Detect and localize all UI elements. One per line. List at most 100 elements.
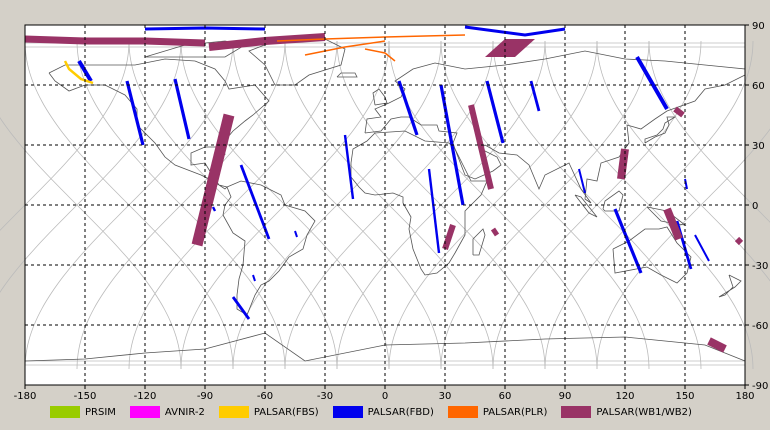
coastline: [336, 72, 358, 78]
swath: [635, 56, 669, 110]
swath: [464, 25, 566, 37]
legend-swatch: [332, 406, 363, 418]
y-tick-label: 0: [752, 201, 758, 212]
orbit-track: [596, 128, 770, 370]
legend-label: PALSAR(WB1/WB2): [596, 406, 692, 418]
swath: [191, 113, 235, 247]
swath: [707, 337, 727, 353]
swath: [397, 80, 419, 136]
coastline: [718, 274, 742, 298]
legend-item: PALSAR(FBS): [218, 406, 319, 418]
swath: [578, 168, 586, 194]
orbit-track: [284, 40, 494, 370]
latitude-tick-labels: 90 60 30 0 -30 -60 -90: [745, 21, 768, 392]
legend-swatch: [561, 406, 592, 418]
swath: [734, 236, 744, 246]
x-tick-label: -180: [14, 391, 37, 400]
swath: [485, 80, 505, 144]
x-tick-label: -120: [134, 391, 157, 400]
orbit-track: [128, 40, 338, 370]
lat-lon-grid: [25, 25, 745, 385]
x-tick-label: -30: [317, 391, 333, 400]
swath: [427, 168, 441, 254]
legend-swatch: [50, 406, 80, 418]
legend-item: PALSAR(FBD): [332, 406, 434, 418]
swath: [364, 48, 396, 62]
swath: [231, 296, 251, 320]
swath: [24, 35, 206, 47]
y-tick-label: -90: [752, 381, 768, 392]
coastline: [350, 130, 488, 276]
swath: [675, 220, 693, 270]
swath: [694, 234, 710, 262]
coastline: [48, 58, 270, 190]
y-tick-label: 90: [752, 21, 765, 32]
coastline: [248, 38, 346, 86]
swath: [490, 227, 500, 237]
coastline: [222, 180, 316, 316]
swath: [343, 134, 355, 200]
swath: [304, 40, 386, 56]
y-tick-label: 30: [752, 141, 765, 152]
swath: [276, 34, 466, 42]
x-tick-label: 0: [382, 391, 388, 400]
swath: [468, 104, 494, 190]
swath: [529, 80, 541, 112]
coastline: [612, 226, 692, 284]
swath: [684, 178, 688, 190]
legend-label: AVNIR-2: [164, 406, 205, 418]
legend-label: PALSAR(PLR): [482, 406, 548, 418]
x-tick-label: 180: [735, 391, 754, 400]
legend-swatch: [129, 406, 160, 418]
coastline: [364, 50, 746, 204]
y-tick-label: 60: [752, 81, 765, 92]
coastline: [472, 228, 486, 256]
swath: [173, 78, 191, 140]
x-tick-label: -150: [74, 391, 97, 400]
swath: [617, 148, 629, 180]
legend-swatch: [218, 406, 249, 418]
coverage-map: -180 -150 -120 -90 -60 -30 0 30 60 90 120 150 180 90…: [0, 21, 770, 400]
longitude-tick-labels: -180 -150 -120 -90 -60 -30 0 30 60 90 120 150 180: [14, 385, 755, 400]
orbit-track: [0, 40, 182, 293]
x-tick-label: 60: [499, 391, 512, 400]
swath: [442, 224, 456, 250]
swath: [294, 230, 298, 238]
y-tick-label: -30: [752, 261, 768, 272]
swath: [663, 207, 683, 241]
legend-item: PRSIM: [50, 406, 116, 418]
coastlines: [24, 38, 746, 362]
swath: [125, 80, 145, 146]
legend-item: PALSAR(WB1/WB2): [561, 406, 692, 418]
coastline: [602, 190, 624, 212]
y-tick-label: -60: [752, 321, 768, 332]
swath: [613, 208, 643, 274]
legend: PRSIM AVNIR-2 PALSAR(FBS) PALSAR(FBD) PALSAR…: [50, 403, 706, 421]
x-tick-label: 150: [675, 391, 694, 400]
swath: [208, 33, 326, 51]
swath: [239, 164, 271, 240]
orbit-track: [440, 40, 650, 370]
coastline: [644, 116, 677, 144]
swath: [63, 60, 94, 85]
legend-swatch: [447, 406, 478, 418]
legend-label: PALSAR(FBS): [253, 406, 319, 418]
observation-swaths: [24, 25, 744, 353]
x-tick-label: -90: [197, 391, 213, 400]
coastline: [574, 194, 598, 218]
swath: [77, 59, 93, 83]
coastline: [24, 332, 746, 362]
x-tick-label: -60: [257, 391, 273, 400]
x-tick-label: 30: [439, 391, 452, 400]
legend-label: PRSIM: [85, 406, 116, 418]
orbit-track: [648, 40, 770, 223]
swath: [211, 206, 217, 212]
x-tick-label: 90: [559, 391, 572, 400]
x-tick-label: 120: [615, 391, 634, 400]
swath: [485, 39, 535, 57]
legend-item: AVNIR-2: [129, 406, 205, 418]
legend-label: PALSAR(FBD): [367, 406, 434, 418]
swath: [673, 106, 685, 118]
legend-item: PALSAR(PLR): [447, 406, 548, 418]
